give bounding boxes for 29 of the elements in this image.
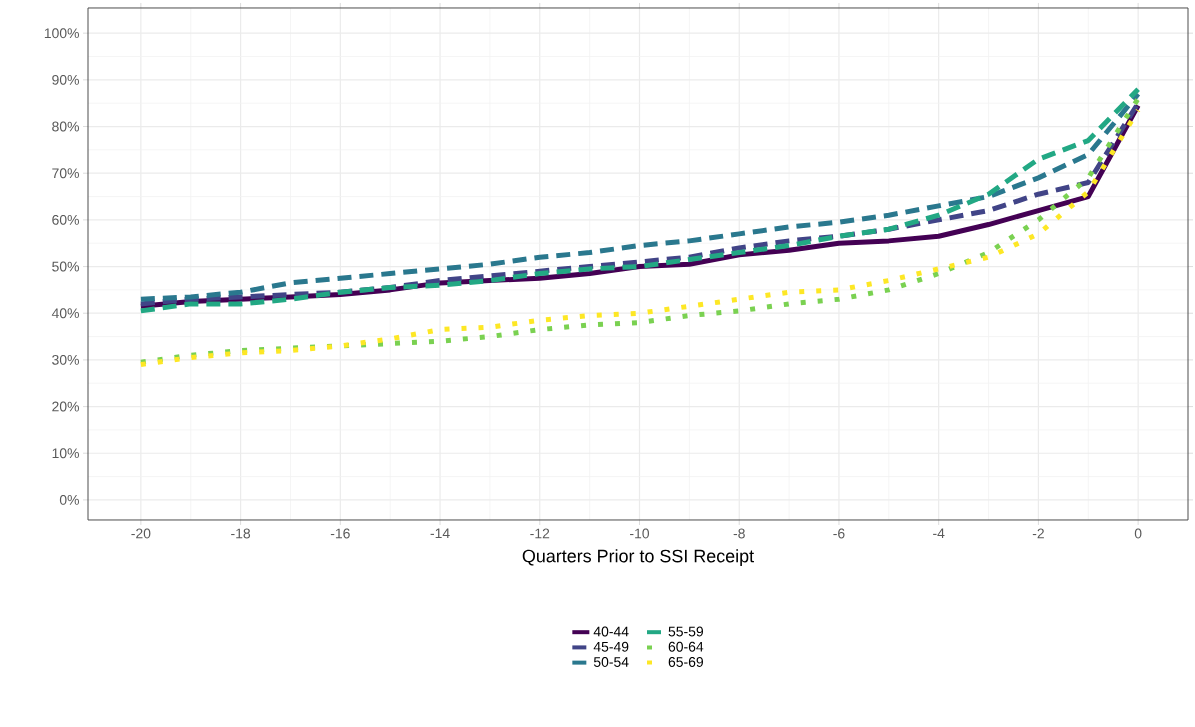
x-tick-label: -14	[430, 528, 450, 539]
legend-label: 45-49	[593, 641, 629, 652]
y-tick-label: 70%	[52, 168, 79, 179]
x-axis-title: Quarters Prior to SSI Receipt	[522, 549, 754, 566]
x-tick-label: -6	[833, 528, 845, 539]
x-tick-label: -2	[1032, 528, 1044, 539]
x-tick-label: -16	[330, 528, 350, 539]
legend-label: 40-44	[593, 626, 629, 637]
x-tick-label: -18	[231, 528, 251, 539]
x-tick-label: -10	[630, 528, 650, 539]
y-tick-label: 20%	[52, 401, 79, 412]
y-tick-label: 50%	[52, 261, 79, 272]
legend-label: 55-59	[668, 626, 704, 637]
x-tick-label: -12	[530, 528, 550, 539]
y-tick-label: 40%	[51, 308, 79, 319]
legend-label: 65-69	[668, 656, 704, 667]
x-tick-label: 0	[1134, 528, 1142, 539]
y-tick-label: 10%	[52, 448, 79, 459]
y-tick-label: 100%	[44, 28, 79, 39]
y-tick-label: 30%	[52, 354, 79, 365]
y-tick-label: 60%	[52, 214, 79, 225]
x-tick-label: -4	[933, 528, 945, 539]
x-tick-label: -8	[733, 528, 745, 539]
y-tick-label: 90%	[52, 74, 79, 85]
x-tick-label: -20	[131, 528, 151, 539]
y-tick-label: 80%	[52, 121, 79, 132]
legend-label: 60-64	[668, 641, 704, 652]
y-tick-label: 0%	[59, 494, 79, 505]
legend-label: 50-54	[593, 656, 629, 667]
